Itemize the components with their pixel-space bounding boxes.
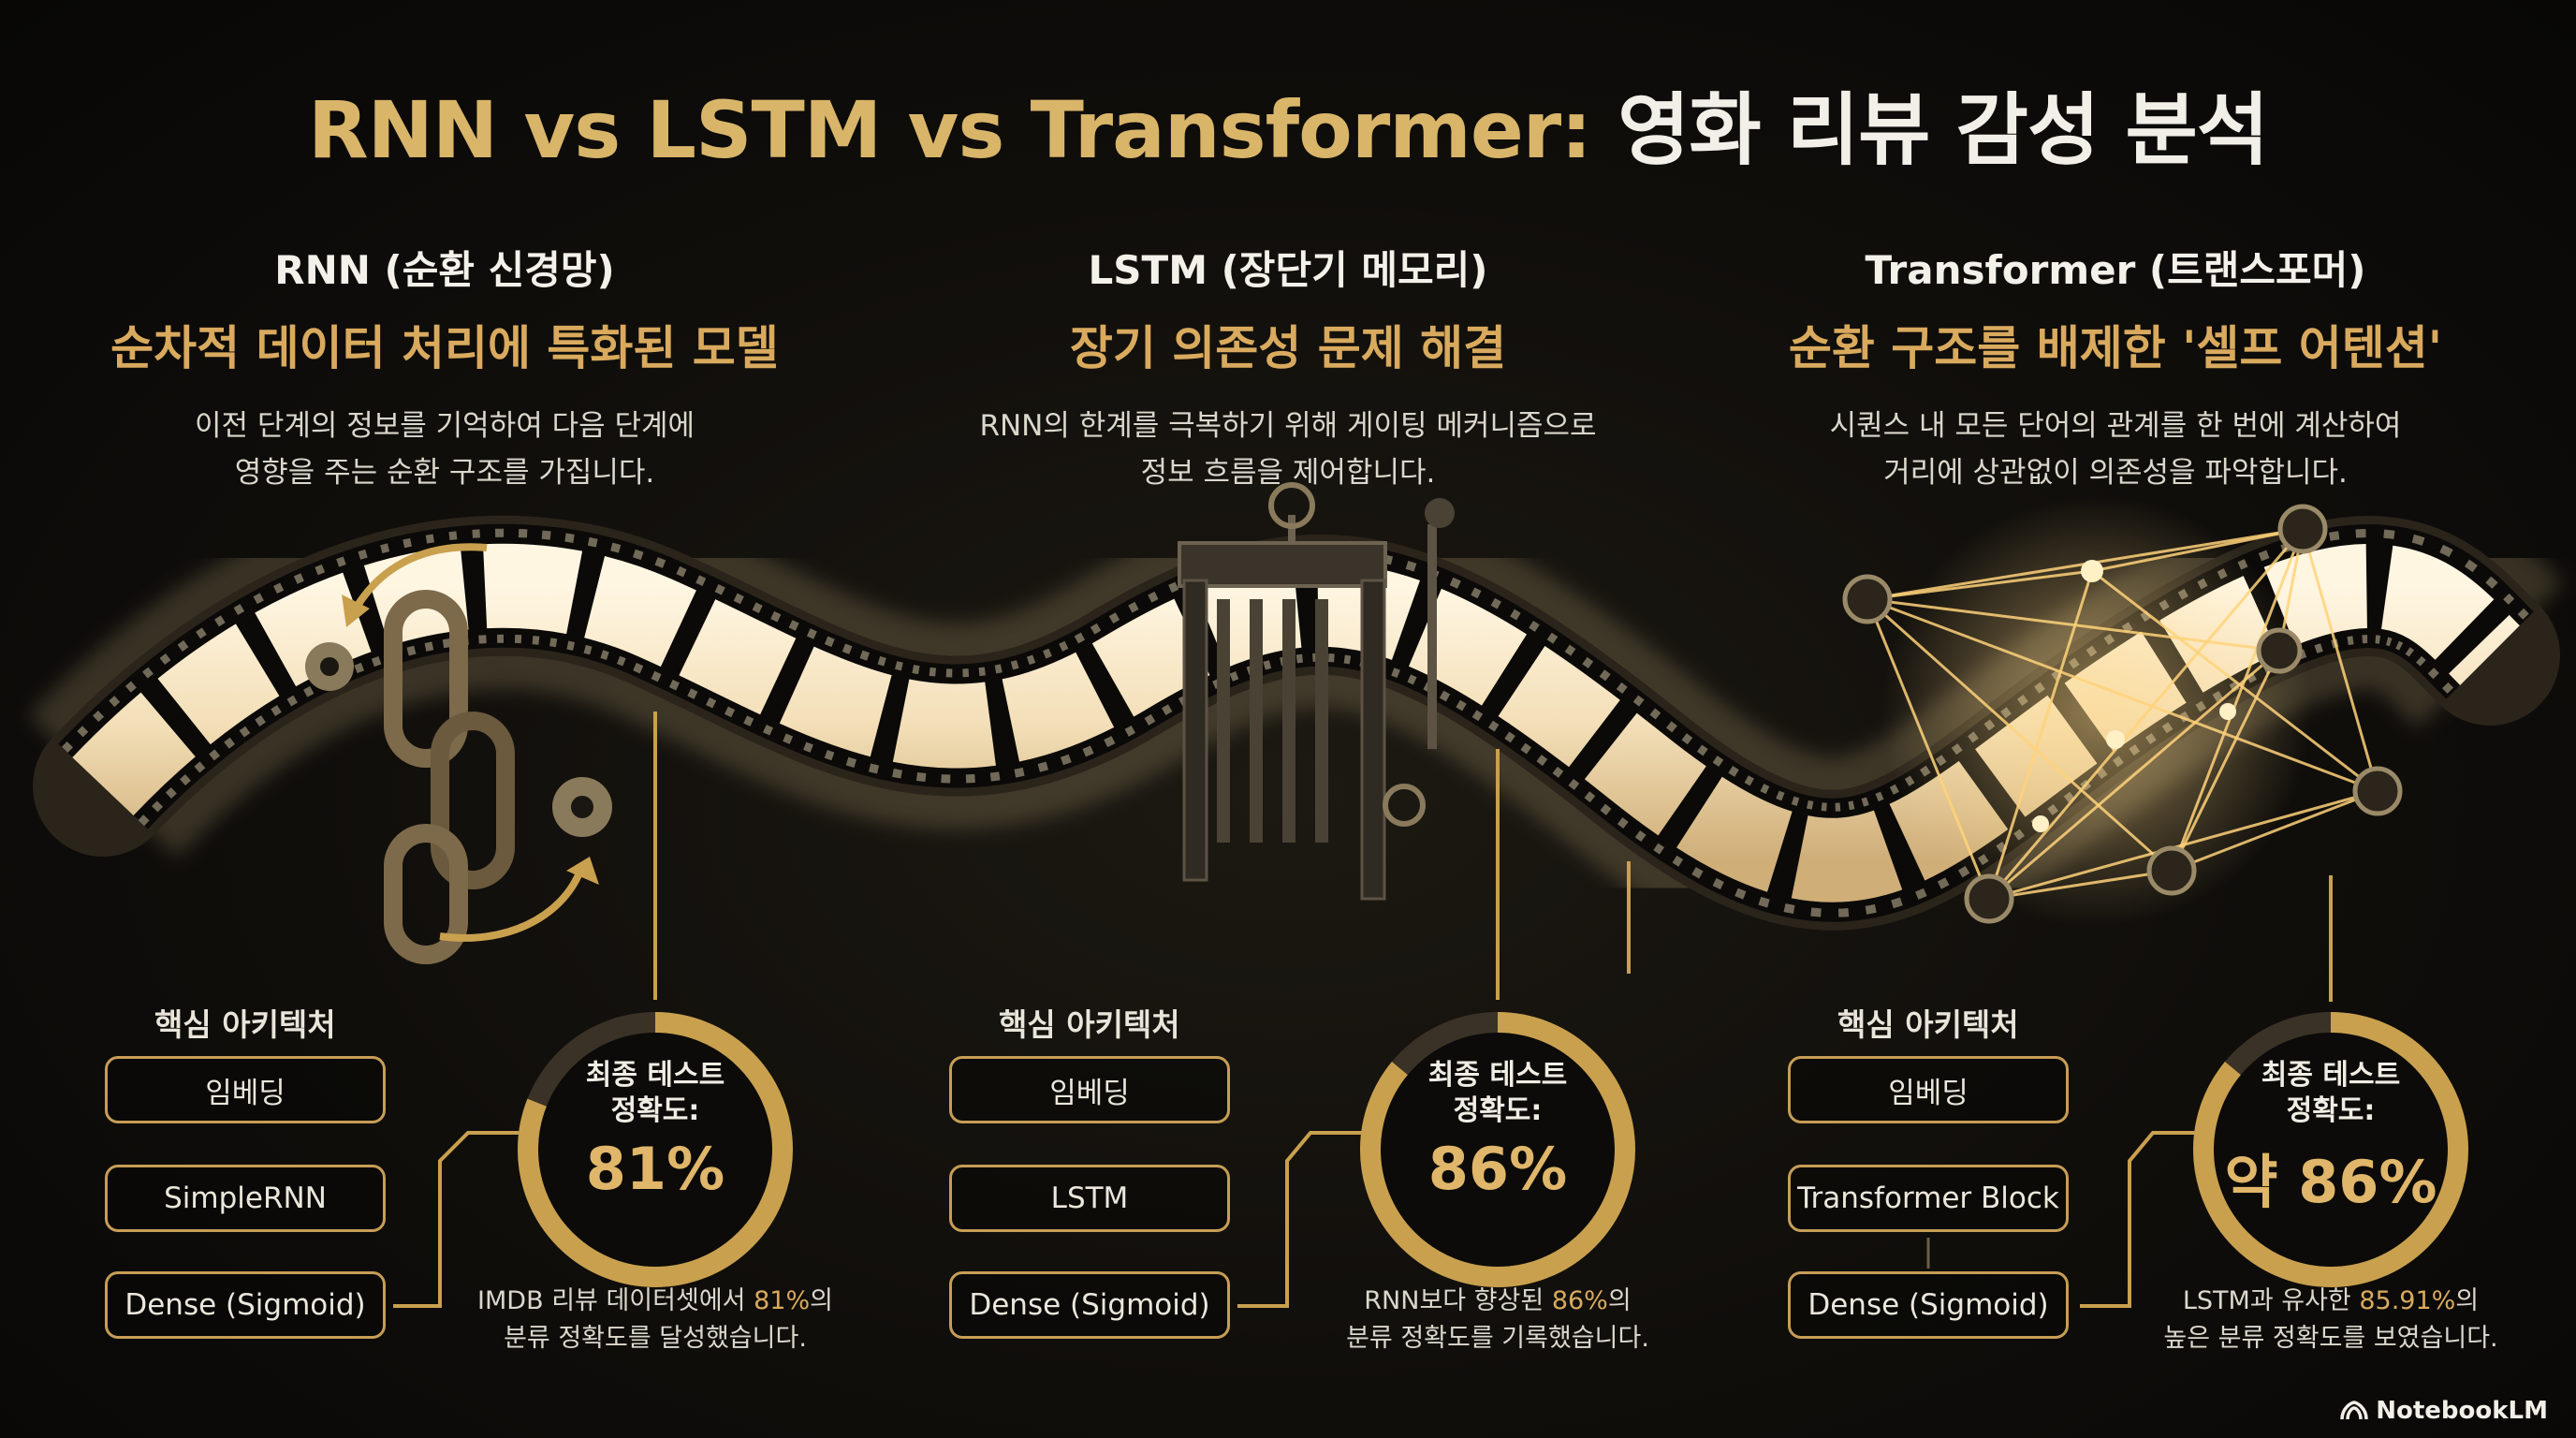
transformer-description: 시퀀스 내 모든 단어의 관계를 한 번에 계산하여 거리에 상관없이 의존성을…	[1713, 403, 2518, 496]
rnn-subtitle: 순차적 데이터 처리에 특화된 모델	[110, 321, 779, 375]
rnn-layer-dense: Dense (Sigmoid)	[105, 1271, 386, 1339]
rnn-acc-label1: 최종 테스트	[585, 1059, 725, 1092]
transformer-subtitle: 순환 구조를 배제한 '셀프 어텐션'	[1788, 321, 2443, 375]
lstm-layer-embedding: 임베딩	[949, 1056, 1230, 1123]
transformer-heading: Transformer (트랜스포머)	[1865, 247, 2366, 293]
rnn-arch-title: 핵심 아키텍처	[154, 1006, 336, 1043]
lstm-acc-value: 86%	[1427, 1135, 1568, 1203]
rnn-ring-fill	[518, 1012, 793, 1287]
rnn-desc-line1: 이전 단계의 정보를 기억하여 다음 단계에	[194, 409, 695, 443]
transformer-arch-title: 핵심 아키텍처	[1837, 1006, 2019, 1043]
rnn-note: IMDB 리뷰 데이터셋에서 81%의 분류 정확도를 달성했습니다.	[440, 1283, 871, 1357]
gear-icon	[305, 642, 612, 837]
rnn-header: RNN (순환 신경망) 순차적 데이터 처리에 특화된 모델 이전 단계의 정…	[42, 239, 847, 496]
lstm-note-post: 의	[1607, 1286, 1632, 1315]
title-part1: RNN vs LSTM vs Transformer:	[307, 84, 1592, 176]
transformer-acc-label1: 최종 테스트	[2261, 1059, 2401, 1092]
rnn-layer-simplernn: SimpleRNN	[105, 1165, 386, 1232]
transformer-layer-dense: Dense (Sigmoid)	[1788, 1271, 2069, 1339]
lstm-arch-title: 핵심 아키텍처	[999, 1006, 1180, 1043]
transformer-layer-block: Transformer Block	[1788, 1165, 2069, 1232]
lstm-heading: LSTM (장단기 메모리)	[1088, 247, 1488, 293]
transformer-desc-line2: 거리에 상관없이 의존성을 파악합니다.	[1883, 456, 2348, 490]
lstm-ring-fill	[1360, 1012, 1635, 1287]
lstm-layer-dense: Dense (Sigmoid)	[949, 1271, 1230, 1339]
notebooklm-logo-icon	[2340, 1401, 2368, 1420]
rnn-accuracy: 최종 테스트 정확도: 81%	[505, 1058, 805, 1203]
chain-icon	[384, 590, 515, 964]
lstm-note-pre: RNN보다 향상된	[1364, 1286, 1552, 1315]
transformer-note-line2: 높은 분류 정확도를 보였습니다.	[2163, 1324, 2498, 1353]
transformer-layer-embedding: 임베딩	[1788, 1056, 2069, 1123]
lstm-desc-line1: RNN의 한계를 극복하기 위해 게이팅 메커니즘으로	[979, 409, 1597, 443]
cycle-arrow-icon	[352, 543, 584, 942]
lstm-acc-label2: 정확도:	[1453, 1094, 1543, 1127]
rnn-heading: RNN (순환 신경망)	[274, 247, 615, 293]
transformer-note: LSTM과 유사한 85.91%의 높은 분류 정확도를 보였습니다.	[2115, 1283, 2546, 1357]
rnn-note-line2: 분류 정확도를 달성했습니다.	[504, 1324, 807, 1353]
rnn-note-hl: 81%	[754, 1286, 811, 1315]
lstm-note-line2: 분류 정확도를 기록했습니다.	[1346, 1324, 1649, 1353]
rnn-layer-embedding: 임베딩	[105, 1056, 386, 1123]
network-icon	[1842, 496, 2403, 927]
rnn-acc-value: 81%	[585, 1135, 725, 1203]
lstm-acc-label1: 최종 테스트	[1427, 1059, 1568, 1092]
lstm-accuracy: 최종 테스트 정확도: 86%	[1348, 1058, 1647, 1203]
brand-name: NotebookLM	[2376, 1397, 2548, 1425]
rnn-note-pre: IMDB 리뷰 데이터셋에서	[477, 1286, 754, 1315]
rnn-desc-line2: 영향을 주는 순환 구조를 가집니다.	[234, 456, 655, 490]
lstm-note: RNN보다 향상된 86%의 분류 정확도를 기록했습니다.	[1282, 1283, 1713, 1357]
transformer-note-hl: 85.91%	[2359, 1286, 2456, 1315]
transformer-note-post: 의	[2455, 1286, 2480, 1315]
lstm-subtitle: 장기 의존성 문제 해결	[1069, 321, 1507, 375]
transformer-header: Transformer (트랜스포머) 순환 구조를 배제한 '셀프 어텐션' …	[1713, 239, 2518, 496]
rnn-description: 이전 단계의 정보를 기억하여 다음 단계에 영향을 주는 순환 구조를 가집니…	[42, 403, 847, 496]
brand: NotebookLM	[2340, 1397, 2548, 1425]
rnn-note-post: 의	[810, 1286, 833, 1315]
transformer-acc-value: 약 86%	[2224, 1148, 2437, 1216]
rnn-acc-label2: 정확도:	[610, 1094, 700, 1127]
page-title: RNN vs LSTM vs Transformer: 영화 리뷰 감성 분석	[0, 67, 2576, 181]
transformer-ring-fill	[2193, 1012, 2468, 1287]
transformer-accuracy: 최종 테스트 정확도: 약 86%	[2181, 1058, 2481, 1219]
transformer-note-pre: LSTM과 유사한	[2182, 1286, 2360, 1315]
transformer-acc-label2: 정확도:	[2286, 1094, 2376, 1127]
gate-icon	[1178, 482, 1455, 901]
transformer-desc-line1: 시퀀스 내 모든 단어의 관계를 한 번에 계산하여	[1829, 409, 2402, 443]
title-part2: 영화 리뷰 감성 분석	[1617, 84, 2269, 176]
lstm-note-hl: 86%	[1551, 1286, 1608, 1315]
lstm-layer-lstm: LSTM	[949, 1165, 1230, 1232]
